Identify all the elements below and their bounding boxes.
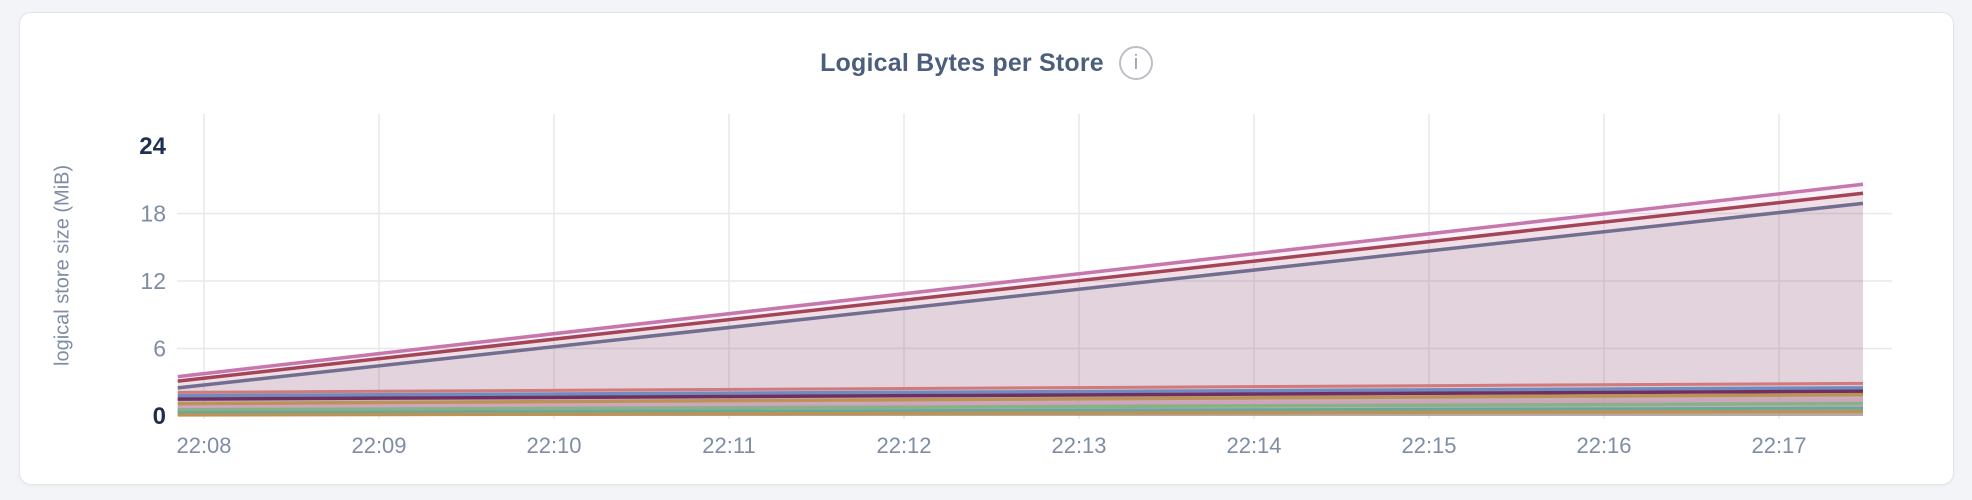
- info-icon[interactable]: i: [1118, 46, 1153, 80]
- line-s4-salmon: [177, 381, 1864, 394]
- area-s3-slate-purple: [177, 203, 1863, 416]
- line-s8-mauve: [177, 398, 1864, 409]
- y-tick-label: 0: [153, 403, 166, 430]
- line-s1-orchid: [177, 182, 1864, 379]
- y-tick-label: 12: [140, 268, 166, 294]
- series-lines: [177, 182, 1864, 417]
- y-tick-label: 18: [140, 201, 166, 227]
- line-s10-teal: [177, 406, 1864, 415]
- y-tick-labels: 0 6 12 18 24: [139, 133, 166, 430]
- x-tick-label: 22:17: [1751, 433, 1806, 458]
- x-tick-label: 22:08: [176, 433, 231, 458]
- chart-canvas[interactable]: 22:08 22:09 22:10 22:11 22:12 22:13 22:14 22:15…: [20, 103, 1955, 483]
- x-tick-label: 22:16: [1576, 433, 1631, 458]
- y-tick-label: 24: [139, 133, 166, 160]
- series-areas: [177, 184, 1863, 416]
- x-tick-label: 22:13: [1051, 433, 1106, 458]
- x-tick-label: 22:12: [876, 433, 931, 458]
- line-s6-magenta: [177, 389, 1864, 401]
- chart-header: Logical Bytes per Store i: [20, 44, 1953, 82]
- area-s1-orchid: [177, 184, 1863, 416]
- x-gridlines: [203, 114, 1780, 419]
- x-tick-labels: 22:08 22:09 22:10 22:11 22:12 22:13 22:14 22:15…: [176, 433, 1806, 458]
- line-s3-slate-purple: [177, 201, 1864, 390]
- line-s5-steel-blue: [177, 386, 1864, 398]
- chart-title: Logical Bytes per Store: [820, 48, 1104, 77]
- line-s7-amber: [177, 392, 1864, 406]
- line-s9-green: [177, 401, 1864, 412]
- x-tick-label: 22:10: [526, 433, 581, 458]
- x-tick-label: 22:15: [1401, 433, 1456, 458]
- y-tick-label: 6: [153, 336, 166, 362]
- x-tick-label: 22:11: [702, 433, 755, 458]
- x-tick-label: 22:09: [351, 433, 406, 458]
- x-tick-label: 22:14: [1226, 433, 1281, 458]
- chart-card: Logical Bytes per Store i logical store …: [19, 12, 1954, 485]
- line-s2-rose: [177, 191, 1864, 383]
- line-s11-gold: [177, 409, 1864, 417]
